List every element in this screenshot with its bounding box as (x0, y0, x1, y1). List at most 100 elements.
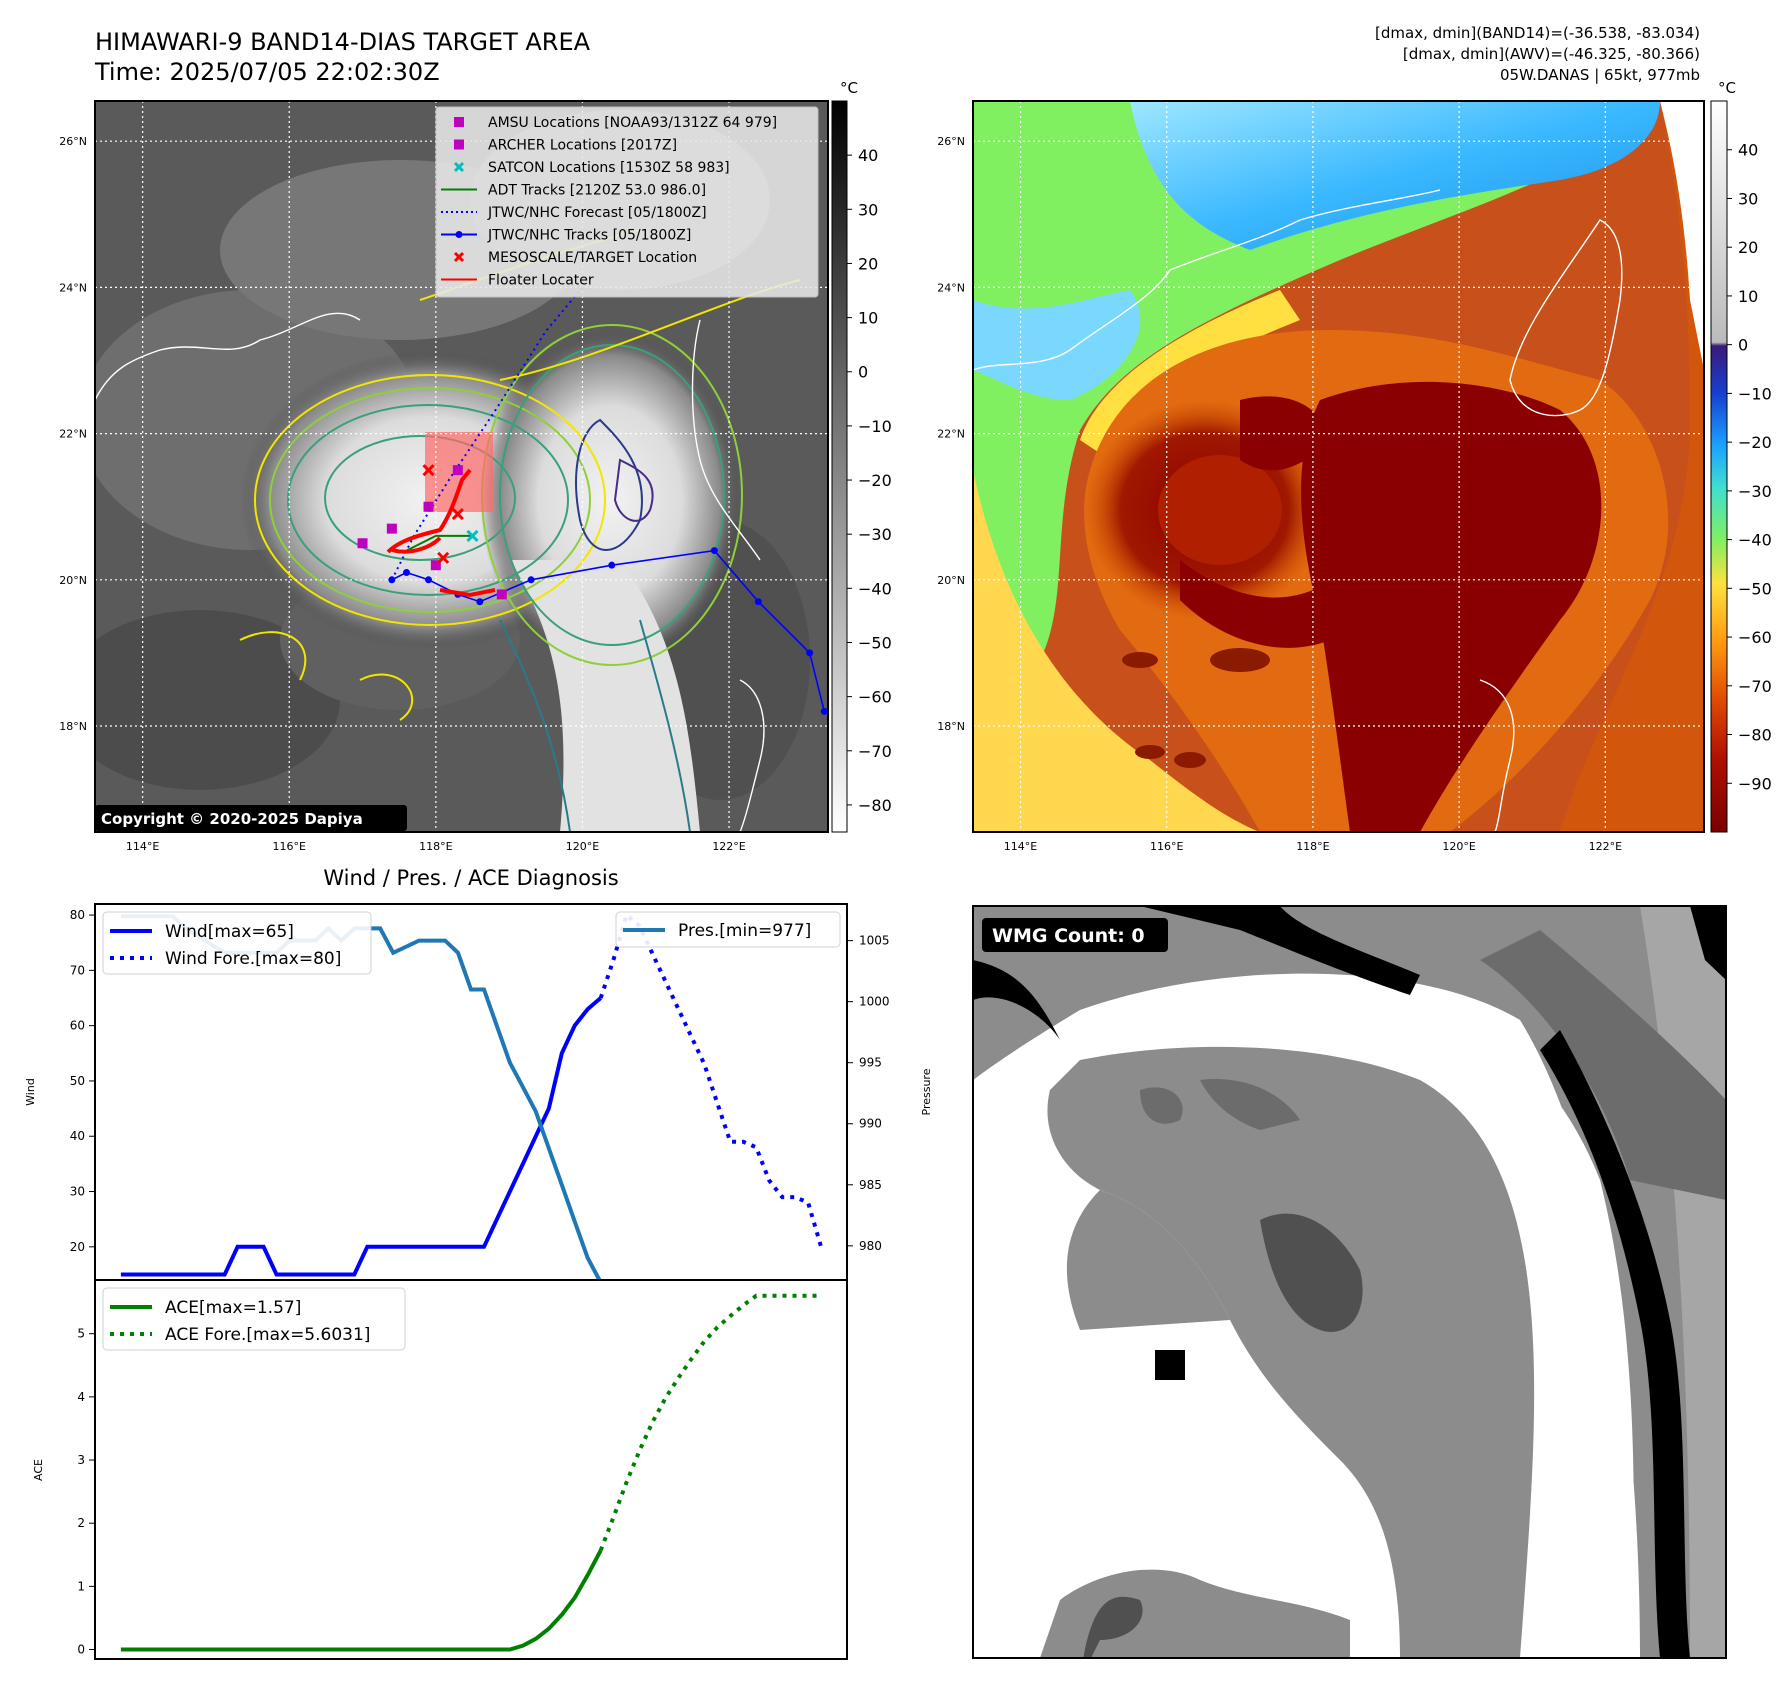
awv-colorbar-unit: °C (1718, 79, 1736, 97)
copyright-text: Copyright © 2020-2025 Dapiya (101, 810, 363, 828)
pressure-y-ticks: 980 985 990 995 1000 1005 (847, 934, 890, 1253)
cloud-tail (510, 560, 700, 832)
axis-tick-label: 30 (70, 1185, 85, 1199)
band14-colorbar-ticks: 40 30 20 10 0 −10 −20 −30 −40 −50 −60 −70 −80 (847, 146, 892, 815)
jtwc-forecast-line (391, 286, 584, 581)
map-legend-box (435, 106, 819, 298)
figure-time: Time: 2025/07/05 22:02:30Z (94, 58, 440, 86)
satcon-point (466, 529, 479, 543)
colorbar-tick-label: −90 (1738, 774, 1772, 793)
coastlines (95, 312, 765, 832)
wmg-white-hole (1230, 1400, 1342, 1568)
lat-label: 24°N (59, 281, 87, 294)
legend-swatch (454, 117, 464, 127)
info-awv: [dmax, dmin](AWV)=(-46.325, -80.366) (1403, 45, 1700, 63)
right-lat-labels: 26°N 24°N 22°N 20°N 18°N (937, 135, 965, 733)
wmg-count-label: WMG Count: 0 (992, 925, 1145, 947)
lon-label: 114°E (1004, 840, 1037, 853)
axis-tick-label: 40 (70, 1129, 85, 1143)
axis-tick-label: 985 (859, 1178, 882, 1192)
colorbar-tick-label: 30 (1738, 189, 1758, 208)
axis-tick-label: 3 (77, 1453, 85, 1467)
diagnosis-title: Wind / Pres. / ACE Diagnosis (323, 866, 618, 890)
target-points (422, 464, 464, 564)
axis-tick-label: 0 (77, 1643, 85, 1657)
info-storm: 05W.DANAS | 65kt, 977mb (1500, 66, 1700, 84)
legend-label: ARCHER Locations [2017Z] (488, 138, 677, 154)
wmg-dark-patch (1200, 1079, 1300, 1130)
wmg-dark-patch (1083, 1596, 1143, 1658)
lon-label: 116°E (1150, 840, 1183, 853)
axis-tick-label: 80 (70, 908, 85, 922)
wind-fore-legend-label: Wind Fore.[max=80] (165, 949, 341, 969)
wmg-black-ring (1690, 906, 1726, 980)
clear-air-region (973, 290, 1141, 400)
axis-tick-label: 1005 (859, 934, 890, 948)
ace-legend-label: ACE[max=1.57] (165, 1298, 301, 1318)
legend-label: SATCON Locations [1530Z 58 983] (488, 160, 730, 176)
colorbar-tick-label: 10 (858, 309, 878, 328)
lon-label: 114°E (126, 840, 159, 853)
right-lon-labels: 114°E 116°E 118°E 120°E 122°E (1004, 840, 1622, 853)
jtwc-track-point (388, 576, 396, 584)
axis-tick-label: 2 (77, 1516, 85, 1530)
jtwc-track-point (527, 576, 535, 584)
colorbar-tick-label: −60 (1738, 628, 1772, 647)
convective-cell (1174, 752, 1206, 768)
band14-map-frame (94, 100, 829, 833)
colorbar-tick-label: −20 (858, 471, 892, 490)
jtwc-track-point (403, 568, 411, 576)
lon-label: 122°E (712, 840, 745, 853)
target-point (437, 551, 450, 564)
colorbar-tick-label: −10 (858, 417, 892, 436)
wmg-outer-band (1480, 930, 1726, 1200)
series-ace (120, 1549, 603, 1652)
lat-label: 22°N (59, 428, 87, 441)
ace-legend: ACE[max=1.57] ACE Fore.[max=5.6031] (102, 1287, 406, 1351)
axis-tick-label: 4 (77, 1390, 85, 1404)
wmg-frame (972, 905, 1727, 1659)
series-ace-forecast (598, 1293, 822, 1552)
axis-tick-label: 990 (859, 1117, 882, 1131)
jtwc-track-point (754, 598, 762, 606)
pressure-legend-box (615, 911, 841, 948)
colorbar-tick-label: −40 (858, 579, 892, 598)
wmg-outer-band (973, 906, 1726, 1658)
copyright-box (95, 805, 407, 831)
amsu-point (430, 560, 441, 571)
target-point (422, 464, 435, 477)
axis-tick-label: 5 (77, 1327, 85, 1341)
adt-track-line (406, 534, 473, 552)
legend-label: JTWC/NHC Forecast [05/1800Z] (487, 205, 707, 221)
colorbar-tick-label: −30 (858, 525, 892, 544)
lat-label: 20°N (59, 574, 87, 587)
axis-tick-label: 1000 (859, 995, 890, 1009)
awv-colorbar (1710, 100, 1728, 833)
jtwc-track-point (806, 649, 814, 657)
series-wind (120, 996, 602, 1277)
legend-swatch (453, 251, 465, 263)
legend-items: AMSU Locations [NOAA93/1312Z 64 979] ARCH… (441, 115, 777, 289)
colorbar-tick-label: −30 (1738, 482, 1772, 501)
legend-label: ADT Tracks [2120Z 53.0 986.0] (488, 183, 706, 199)
wmg-storm-body (1066, 1190, 1230, 1330)
lat-label: 22°N (937, 428, 965, 441)
ace-legend-box (102, 1287, 406, 1351)
colorbar-tick-label: −70 (1738, 677, 1772, 696)
band14-map-panel: 26°N 24°N 22°N 20°N 18°N 114°E 116°E 118°E 120°… (59, 79, 892, 853)
floater-locater-line (386, 468, 496, 598)
lat-label: 20°N (937, 574, 965, 587)
right-gridlines (973, 101, 1704, 832)
pressure-legend-label: Pres.[min=977] (678, 921, 811, 941)
colorbar-tick-label: −70 (858, 742, 892, 761)
cyclone-core (1301, 381, 1602, 832)
cyclone-core (1158, 455, 1282, 565)
legend-label: MESOSCALE/TARGET Location (488, 250, 697, 266)
amsu-point (496, 589, 507, 600)
jtwc-track-point (425, 576, 433, 584)
axis-tick-label: 995 (859, 1056, 882, 1070)
coastlines-right (973, 189, 1623, 832)
awv-colorbar-ticks: 40 30 20 10 0 −10 −20 −30 −40 −50 −60 −70 −80 −90 (1727, 141, 1772, 793)
axis-tick-label: 1 (77, 1579, 85, 1593)
